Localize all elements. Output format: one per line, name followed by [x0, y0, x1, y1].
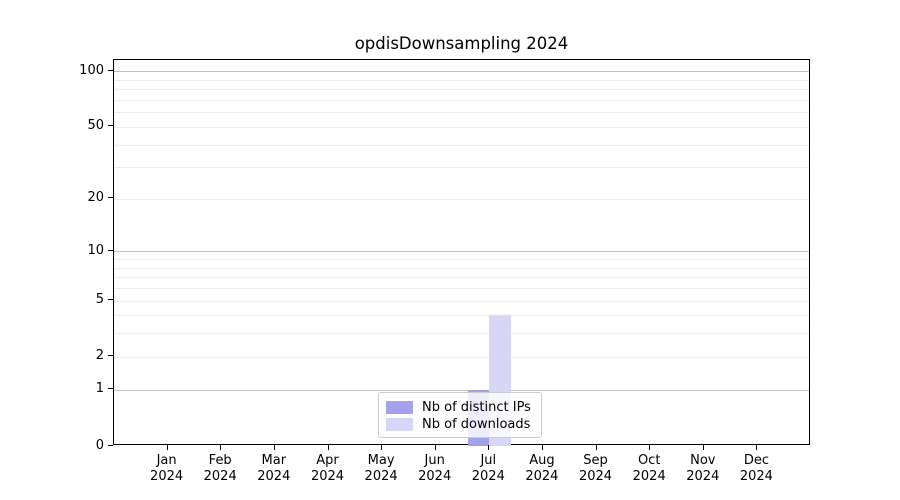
y-tick-mark-2: [108, 355, 113, 357]
x-tick-mark-dec: [756, 445, 758, 450]
x-tick-mark-jun: [434, 445, 436, 450]
x-tick-label-dec: Dec 2024: [724, 453, 788, 484]
x-tick-month: Feb: [208, 453, 232, 468]
y-tick-label-100: 100: [79, 62, 104, 78]
x-tick-year: 2024: [632, 468, 666, 484]
y-tick-mark-50: [108, 125, 113, 127]
legend: Nb of distinct IPs Nb of downloads: [378, 392, 542, 438]
x-tick-year: 2024: [418, 468, 452, 484]
legend-item-distinct-ips: Nb of distinct IPs: [386, 399, 533, 415]
x-tick-month: Aug: [529, 453, 555, 468]
gridline-minor-y60: [114, 112, 809, 114]
gridline-minor-y40: [114, 144, 809, 146]
y-tick-label-5: 5: [95, 292, 104, 307]
legend-label-downloads: Nb of downloads: [422, 416, 531, 432]
x-tick-month: Dec: [743, 453, 769, 468]
x-tick-label-jun: Jun 2024: [403, 453, 467, 484]
gridline-minor-y8: [114, 267, 809, 269]
x-tick-label-may: May 2024: [349, 453, 413, 484]
chart-title: opdisDownsampling 2024: [354, 34, 569, 53]
gridline-minor-y3: [114, 333, 809, 335]
y-tick-label-1: 1: [95, 381, 104, 397]
plot-area: Nb of distinct IPs Nb of downloads: [113, 59, 810, 446]
x-tick-label-feb: Feb 2024: [188, 453, 252, 484]
x-tick-year: 2024: [150, 468, 184, 484]
x-tick-mark-mar: [273, 445, 275, 450]
y-tick-label-50: 50: [87, 118, 104, 134]
gridline-minor-y9: [114, 259, 809, 260]
legend-label-distinct-ips: Nb of distinct IPs: [422, 399, 531, 415]
x-tick-month: Oct: [637, 453, 661, 468]
gridline-minor-y80: [114, 89, 809, 91]
x-tick-month: Apr: [316, 453, 339, 468]
x-tick-label-oct: Oct 2024: [617, 453, 681, 484]
y-tick-mark-5: [108, 299, 113, 300]
y-tick-mark-1: [108, 388, 113, 390]
x-tick-year: 2024: [257, 468, 291, 484]
gridline-minor-y2: [114, 356, 809, 358]
gridline-minor-y4: [114, 315, 809, 317]
x-tick-month: Mar: [261, 453, 287, 468]
x-tick-mark-apr: [327, 445, 329, 450]
x-tick-label-mar: Mar 2024: [242, 453, 306, 484]
x-tick-year: 2024: [364, 468, 398, 484]
gridline-minor-y90: [114, 79, 809, 81]
legend-item-downloads: Nb of downloads: [386, 416, 533, 432]
y-tick-mark-20: [108, 197, 113, 199]
y-tick-mark-100: [108, 69, 113, 71]
x-tick-label-nov: Nov 2024: [671, 453, 735, 484]
x-tick-year: 2024: [739, 468, 773, 484]
x-tick-mark-jan: [166, 445, 168, 450]
x-tick-year: 2024: [471, 468, 505, 484]
gridline-major-y10: [114, 251, 809, 253]
x-tick-month: Jun: [424, 453, 445, 468]
gridline-minor-y5: [114, 300, 809, 302]
x-tick-year: 2024: [310, 468, 345, 484]
y-tick-mark-10: [108, 249, 113, 251]
x-tick-mark-nov: [702, 445, 704, 450]
gridline-major-y1: [114, 389, 809, 391]
legend-swatch-distinct-ips-icon: [386, 400, 413, 414]
x-tick-label-apr: Apr 2024: [296, 453, 360, 484]
x-tick-month: Jan: [156, 453, 177, 468]
y-tick-mark-0: [108, 444, 113, 446]
x-tick-mark-oct: [649, 445, 651, 450]
x-tick-year: 2024: [525, 468, 559, 484]
gridline-minor-y20: [114, 198, 809, 200]
gridline-minor-y50: [114, 126, 809, 128]
gridline-major-y100: [114, 71, 809, 73]
x-tick-month: Jul: [480, 453, 497, 468]
gridline-minor-y6: [114, 288, 809, 289]
gridline-minor-y70: [114, 99, 809, 101]
y-tick-label-20: 20: [87, 190, 104, 206]
y-tick-label-0: 0: [95, 437, 104, 453]
legend-swatch-downloads-icon: [386, 417, 413, 431]
x-tick-year: 2024: [203, 468, 237, 484]
x-tick-label-jan: Jan 2024: [135, 453, 199, 484]
x-tick-mark-sep: [595, 445, 597, 450]
x-tick-year: 2024: [686, 468, 720, 484]
x-tick-month: May: [367, 453, 395, 468]
x-tick-label-jul: Jul 2024: [456, 453, 520, 484]
gridline-minor-y30: [114, 167, 809, 169]
x-tick-mark-feb: [220, 445, 222, 450]
x-tick-month: Sep: [583, 453, 608, 468]
gridline-minor-y7: [114, 277, 809, 279]
x-tick-mark-aug: [541, 445, 543, 450]
x-tick-label-sep: Sep 2024: [564, 453, 628, 484]
y-tick-label-2: 2: [95, 348, 104, 364]
x-tick-month: Nov: [690, 453, 716, 468]
x-tick-mark-may: [381, 445, 383, 450]
x-tick-mark-jul: [488, 445, 490, 450]
y-tick-label-10: 10: [87, 242, 104, 258]
x-tick-label-aug: Aug 2024: [510, 453, 574, 484]
x-tick-year: 2024: [578, 468, 613, 484]
